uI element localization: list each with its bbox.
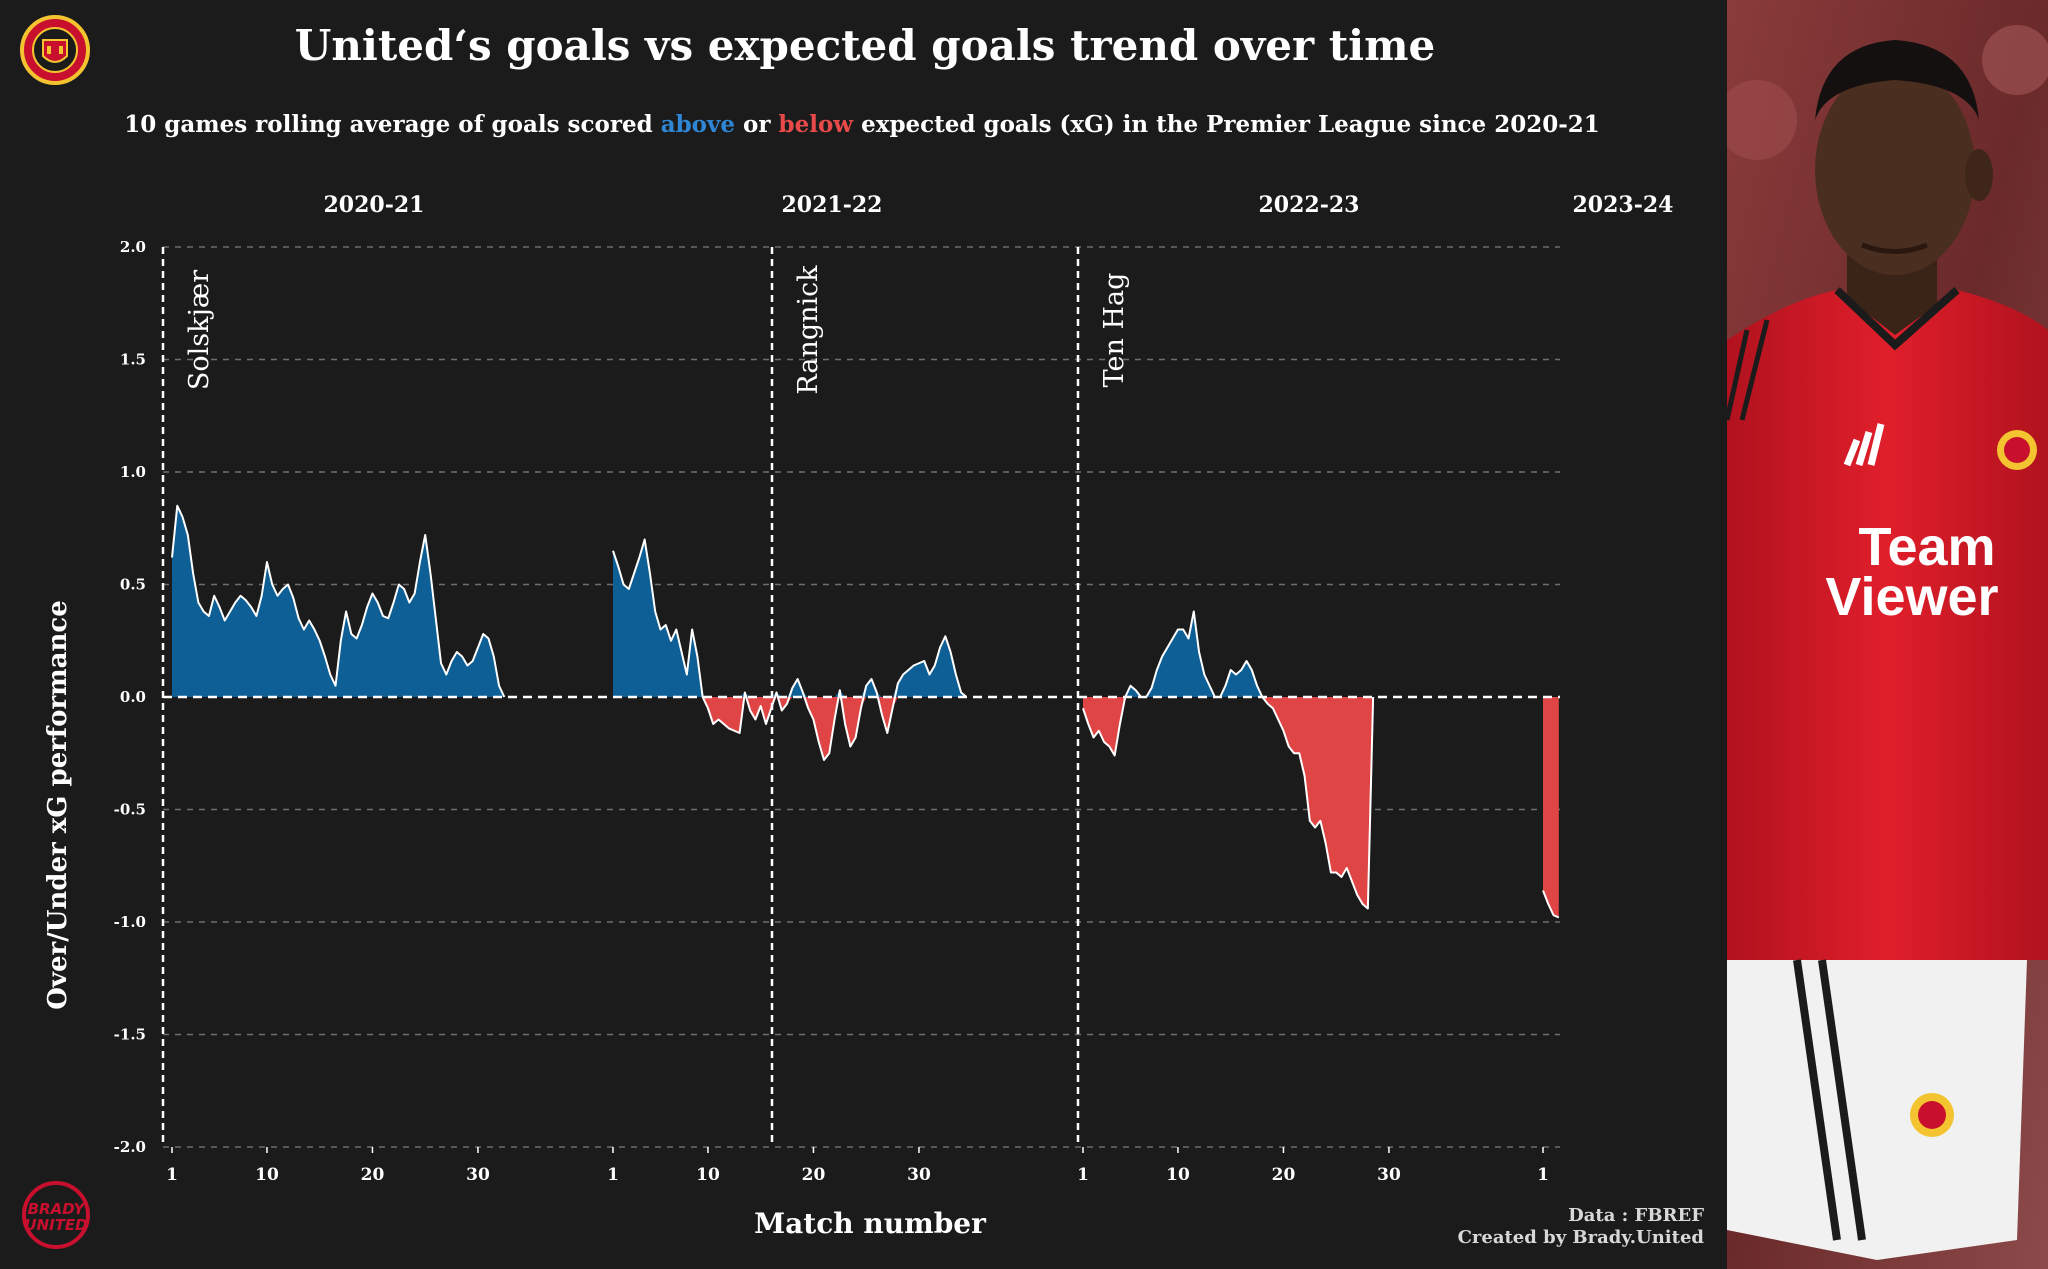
x-tick-label: 10 bbox=[696, 1165, 720, 1185]
svg-text:BRADY: BRADY bbox=[28, 1200, 87, 1218]
season-label: 2020-21 bbox=[324, 192, 425, 218]
y-tick-label: -0.5 bbox=[114, 801, 146, 819]
series-line bbox=[612, 538, 968, 761]
series-line bbox=[171, 504, 506, 698]
y-tick-label: -1.5 bbox=[114, 1026, 146, 1044]
manager-label: Ten Hag bbox=[1099, 273, 1130, 388]
x-tick-label: 10 bbox=[1166, 1165, 1190, 1185]
area-below bbox=[613, 697, 967, 760]
line-series bbox=[171, 504, 1560, 919]
x-tick-label: 10 bbox=[255, 1165, 279, 1185]
source-note: Data : FBREF bbox=[1568, 1205, 1704, 1226]
x-axis-label: Match number bbox=[754, 1207, 987, 1240]
area-above bbox=[172, 505, 505, 697]
y-tick-label: -1.0 bbox=[114, 913, 146, 931]
x-tick-label: 20 bbox=[802, 1165, 826, 1185]
club-crest-icon bbox=[20, 15, 90, 85]
svg-text:UNITED: UNITED bbox=[24, 1216, 87, 1234]
svg-text:Viewer: Viewer bbox=[1825, 567, 1998, 627]
y-tick-label: 2.0 bbox=[120, 238, 146, 256]
subtitle-part: expected goals (xG) in the Premier Leagu… bbox=[853, 111, 1600, 138]
series-line bbox=[1542, 890, 1560, 919]
y-tick-label: 0.5 bbox=[120, 576, 146, 594]
season-label: 2023-24 bbox=[1573, 192, 1674, 218]
svg-text:Team: Team bbox=[1858, 517, 1995, 577]
subtitle-part: above bbox=[661, 111, 735, 138]
x-tick-label: 20 bbox=[1272, 1165, 1296, 1185]
subtitle-part: 10 games rolling average of goals scored bbox=[124, 111, 660, 138]
season-label: 2021-22 bbox=[782, 192, 883, 218]
grid bbox=[163, 246, 1560, 1148]
x-tick-label: 20 bbox=[361, 1165, 385, 1185]
subtitle-part: or bbox=[735, 111, 778, 138]
season-label: 2022-23 bbox=[1259, 192, 1360, 218]
brand-logo: BRADY UNITED bbox=[22, 1181, 90, 1249]
chart-title: United‘s goals vs expected goals trend o… bbox=[295, 21, 1436, 70]
x-tick-label: 1 bbox=[166, 1165, 178, 1185]
annotations: 2020-21 Solskjær 2021-22 Rangnick 2022-23 Ten… bbox=[163, 192, 1673, 1147]
x-tick-label: 1 bbox=[1077, 1165, 1089, 1185]
series-line bbox=[1082, 610, 1375, 910]
x-tick-label: 30 bbox=[1377, 1165, 1401, 1185]
x-tick-label: 30 bbox=[466, 1165, 490, 1185]
area-above bbox=[1083, 611, 1374, 697]
chart-subtitle: 10 games rolling average of goals scored… bbox=[124, 111, 1600, 138]
credit-note: Created by Brady.United bbox=[1458, 1227, 1705, 1248]
area-below bbox=[1543, 697, 1559, 918]
y-tick-label: 1.0 bbox=[120, 463, 146, 481]
y-tick-label: 0.0 bbox=[120, 688, 146, 706]
manager-label: Rangnick bbox=[793, 265, 824, 395]
y-tick-label: 1.5 bbox=[120, 351, 146, 369]
manager-label: Solskjær bbox=[184, 270, 215, 390]
x-tick-label: 1 bbox=[1537, 1165, 1549, 1185]
y-tick-label: -2.0 bbox=[114, 1138, 146, 1156]
x-tick-label: 1 bbox=[607, 1165, 619, 1185]
y-axis-label: Over/Under xG performance bbox=[43, 600, 73, 1010]
subtitle-part: below bbox=[779, 111, 855, 138]
area-below bbox=[1083, 697, 1374, 909]
area-above bbox=[613, 539, 967, 697]
player-photo: Team Viewer bbox=[1727, 0, 2048, 1269]
area-series bbox=[172, 505, 1559, 918]
axes: 2.0 1.5 1.0 0.5 0.0 -0.5 -1.0 -1.5 -2.0 1 10 20 30 1 1… bbox=[114, 238, 1549, 1185]
x-tick-label: 30 bbox=[907, 1165, 931, 1185]
